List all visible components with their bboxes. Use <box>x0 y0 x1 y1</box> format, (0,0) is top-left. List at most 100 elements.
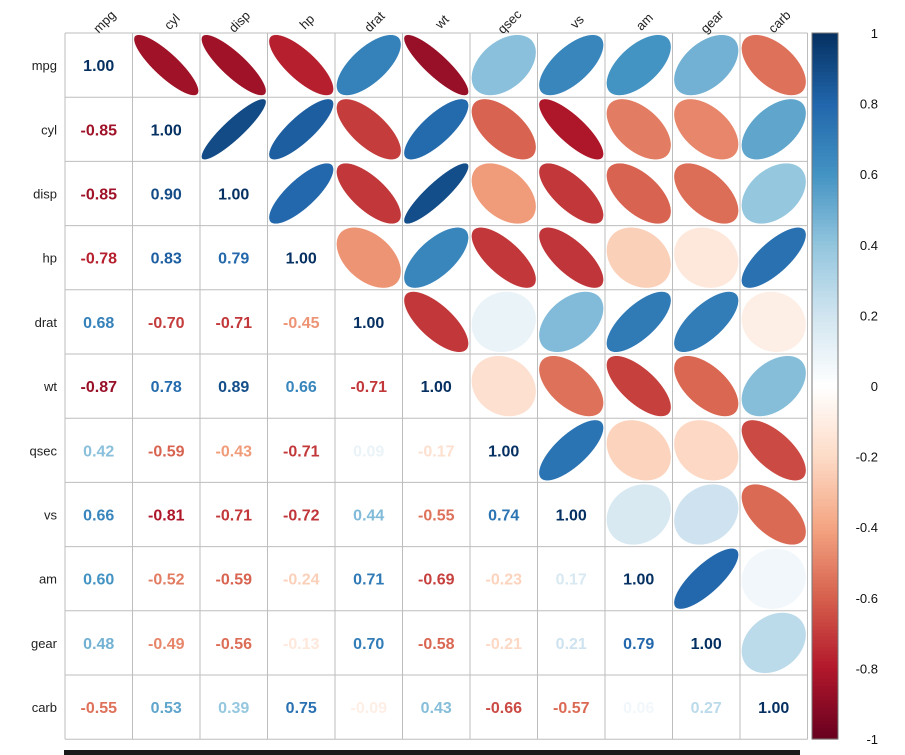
colorbar-segment <box>812 191 838 196</box>
colorbar-segment <box>812 237 838 242</box>
cell-value: 1.00 <box>556 508 587 525</box>
cell-value: 0.43 <box>421 700 452 717</box>
colorbar-tick-label: -0.6 <box>856 591 878 606</box>
cell-value: 0.74 <box>488 508 519 525</box>
colorbar-segment <box>812 555 838 560</box>
colorbar-segment <box>812 64 838 69</box>
colorbar-segment <box>812 414 838 419</box>
colorbar-segment <box>812 258 838 264</box>
cell-ellipse <box>538 227 604 289</box>
cell-value: 1.00 <box>691 636 722 653</box>
cell-value: 0.78 <box>151 379 182 396</box>
cell-value: 0.90 <box>151 187 182 204</box>
cell-value: -0.55 <box>418 508 455 525</box>
colorbar-segment <box>812 304 838 309</box>
cell-value: 0.89 <box>218 379 249 396</box>
colorbar-segment <box>812 107 838 112</box>
colorbar-segment <box>812 343 838 348</box>
cell-ellipse <box>673 483 739 546</box>
colorbar-segment <box>812 689 838 694</box>
row-label: carb <box>32 700 57 715</box>
colorbar-segment <box>812 50 838 55</box>
cell-value: 1.00 <box>218 187 249 204</box>
column-label: am <box>633 10 656 33</box>
colorbar-tick-label: 0.2 <box>860 308 878 323</box>
colorbar-segment <box>812 43 838 48</box>
row-labels: mpg cyl disp hp drat wt qsec vs am gear carb <box>30 58 58 715</box>
colorbar-segment <box>812 717 838 722</box>
cell-value: -0.52 <box>148 572 185 589</box>
cell-ellipse <box>471 34 537 96</box>
colorbar-segment <box>812 498 838 504</box>
colorbar-segment <box>812 594 838 599</box>
colorbar-segment <box>812 604 838 609</box>
colorbar-segment <box>812 647 838 652</box>
colorbar-segment <box>812 449 838 454</box>
cell-value: -0.71 <box>216 508 253 525</box>
colorbar-tick-label: -1 <box>866 732 878 747</box>
grid <box>64 32 808 740</box>
row-label: wt <box>43 379 57 394</box>
cell-ellipse <box>741 548 807 610</box>
colorbar-segment <box>812 573 838 578</box>
cell-ellipse <box>741 612 807 674</box>
cell-value: 1.00 <box>83 58 114 75</box>
column-label: drat <box>361 8 388 35</box>
colorbar-segment <box>812 541 838 546</box>
colorbar-segment <box>812 700 838 705</box>
cell-ellipse <box>741 483 807 546</box>
column-label: hp <box>296 11 317 32</box>
colorbar-segment <box>812 516 838 521</box>
row-label: cyl <box>41 122 57 137</box>
colorbar-segment <box>812 544 838 549</box>
colorbar-segment <box>812 686 838 691</box>
colorbar-segment <box>812 506 838 511</box>
colorbar-segment <box>812 703 838 708</box>
cell-value: 0.70 <box>353 636 384 653</box>
colorbar-segment <box>812 396 838 401</box>
cell-ellipse <box>741 419 807 481</box>
colorbar-segment <box>812 731 838 737</box>
cell-value: -0.56 <box>216 636 253 653</box>
colorbar-tick-label: -0.4 <box>856 520 878 535</box>
cell-value: -0.85 <box>81 187 118 204</box>
bottom-edge <box>64 750 800 755</box>
cell-value: -0.58 <box>418 636 455 653</box>
cell-value: -0.71 <box>283 443 320 460</box>
cell-value: -0.17 <box>418 443 455 460</box>
colorbar-segment <box>812 735 838 740</box>
colorbar-segment <box>812 640 838 645</box>
cell-value: -0.59 <box>148 443 185 460</box>
cell-ellipse <box>403 227 469 289</box>
colorbar-tick-label: 0.4 <box>860 238 878 253</box>
column-label: vs <box>567 11 587 31</box>
colorbar-segment <box>812 407 838 412</box>
colorbar-segment <box>812 417 838 422</box>
column-label: gear <box>697 7 726 36</box>
cell-value: -0.85 <box>81 122 118 139</box>
colorbar-segment <box>812 470 838 475</box>
row-label: am <box>39 572 57 587</box>
colorbar-segment <box>812 223 838 228</box>
colorbar-segment <box>812 438 838 444</box>
colorbar-segment <box>812 460 838 465</box>
cell-ellipse <box>403 291 469 353</box>
colorbar-segment <box>812 576 838 581</box>
colorbar-segment <box>812 265 838 271</box>
cell-value: 0.39 <box>218 700 249 717</box>
column-label: cyl <box>161 11 183 33</box>
cell-value: -0.49 <box>148 636 185 653</box>
colorbar-segment <box>812 61 838 66</box>
colorbar-segment <box>812 85 838 91</box>
colorbar-segment <box>812 502 838 507</box>
cell-value: 0.68 <box>83 315 114 332</box>
cell-value: 0.53 <box>151 700 182 717</box>
colorbar-segment <box>812 209 838 214</box>
colorbar-segment <box>812 220 838 225</box>
colorbar-segment <box>812 509 838 514</box>
colorbar-segment <box>812 213 838 218</box>
colorbar-segment <box>812 350 838 355</box>
colorbar-segment <box>812 421 838 426</box>
row-label: vs <box>44 508 58 523</box>
